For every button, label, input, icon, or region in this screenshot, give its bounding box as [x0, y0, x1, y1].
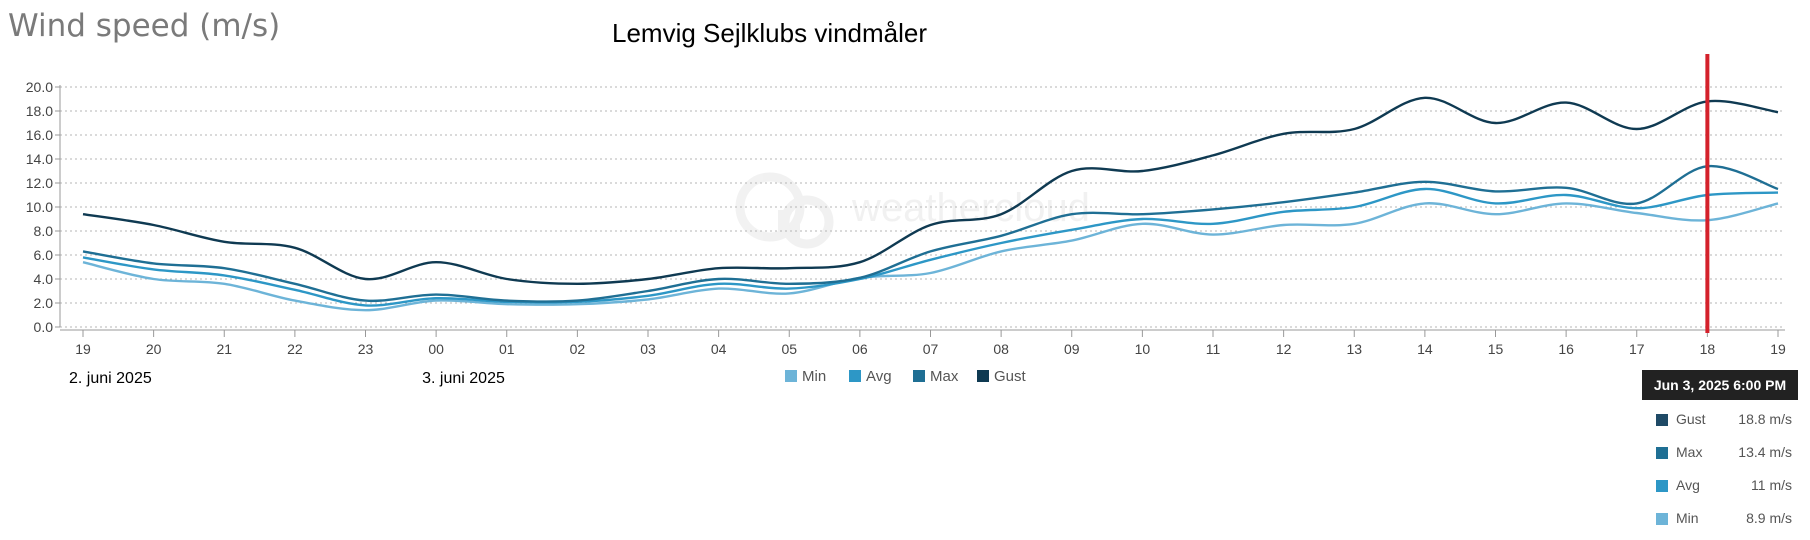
series-line-max	[82, 164, 1779, 303]
tooltip-swatch	[1656, 414, 1668, 426]
x-tick-label: 05	[781, 341, 797, 357]
tooltip-row-name: Gust	[1676, 411, 1706, 427]
tooltip-row-value: 11 m/s	[1751, 477, 1792, 493]
x-tick-label: 23	[358, 341, 374, 357]
legend: Min Avg Max Gust	[785, 368, 1027, 385]
x-tick-label: 22	[287, 341, 303, 357]
x-tick-label: 19	[1770, 341, 1786, 357]
legend-label-avg: Avg	[866, 368, 892, 385]
legend-label-gust: Gust	[994, 368, 1027, 385]
y-tick-label: 16.0	[26, 127, 53, 143]
tooltip: Jun 3, 2025 6:00 PM Gust 18.8 m/s Max 13.4 …	[1642, 370, 1810, 540]
y-tick-label: 6.0	[34, 247, 54, 263]
legend-swatch-gust	[977, 370, 989, 382]
tooltip-row-gust: Gust 18.8 m/s	[1642, 404, 1798, 436]
tooltip-row-name: Avg	[1676, 477, 1700, 493]
tooltip-row-max: Max 13.4 m/s	[1642, 437, 1798, 469]
x-tick-label: 17	[1629, 341, 1645, 357]
cloud-logo-icon	[735, 172, 834, 249]
weathercloud-watermark: weathercloud	[735, 172, 1090, 249]
tooltip-body: Gust 18.8 m/s Max 13.4 m/s Avg 11 m/s Min 8.9 m…	[1642, 404, 1798, 540]
y-tick-label: 18.0	[26, 103, 53, 119]
tooltip-swatch	[1656, 513, 1668, 525]
tooltip-header: Jun 3, 2025 6:00 PM	[1642, 370, 1798, 400]
series-line-avg	[82, 187, 1779, 307]
chart-subtitle: Lemvig Sejlklubs vindmåler	[612, 18, 928, 48]
x-tick-label: 09	[1064, 341, 1080, 357]
y-tick-label: 12.0	[26, 175, 53, 191]
x-tick-label: 00	[428, 341, 444, 357]
legend-swatch-avg	[849, 370, 861, 382]
x-tick-label: 15	[1488, 341, 1504, 357]
x-tick-label: 13	[1346, 341, 1362, 357]
date-label: 2. juni 2025	[69, 370, 152, 387]
tooltip-row-avg: Avg 11 m/s	[1642, 470, 1798, 502]
y-tick-label: 14.0	[26, 151, 53, 167]
tooltip-row-value: 18.8 m/s	[1738, 411, 1792, 427]
x-tick-label: 11	[1206, 341, 1221, 357]
tooltip-row-min: Min 8.9 m/s	[1642, 503, 1798, 535]
series-line-min	[82, 202, 1779, 312]
watermark-text: weathercloud	[851, 186, 1090, 230]
x-tick-label: 18	[1700, 341, 1716, 357]
legend-label-min: Min	[802, 368, 826, 385]
x-tick-label: 04	[711, 341, 727, 357]
tooltip-row-value: 13.4 m/s	[1738, 444, 1792, 460]
series-line-gust	[82, 96, 1779, 285]
y-tick-label: 20.0	[26, 79, 53, 95]
tooltip-swatch	[1656, 480, 1668, 492]
tooltip-row-value: 8.9 m/s	[1746, 510, 1792, 526]
x-tick-label: 12	[1276, 341, 1292, 357]
series-lines	[82, 96, 1779, 312]
x-tick-label: 03	[640, 341, 656, 357]
tooltip-row-name: Min	[1676, 510, 1699, 526]
legend-label-max: Max	[930, 368, 959, 385]
tooltip-row-name: Max	[1676, 444, 1703, 460]
x-tick-label: 01	[499, 341, 515, 357]
y-tick-label: 4.0	[34, 271, 54, 287]
x-tick-label: 19	[75, 341, 91, 357]
x-tick-label: 06	[852, 341, 868, 357]
y-tick-label: 8.0	[34, 223, 54, 239]
tooltip-swatch	[1656, 447, 1668, 459]
y-tick-label: 10.0	[26, 199, 53, 215]
x-tick-label: 20	[146, 341, 162, 357]
x-tick-label: 07	[923, 341, 939, 357]
legend-swatch-max	[913, 370, 925, 382]
legend-swatch-min	[785, 370, 797, 382]
y-axis: 0.0 2.0 4.0 6.0 8.0 10.0 12.0 14.0 16.0 18.0 20.0	[26, 79, 61, 335]
x-tick-label: 14	[1417, 341, 1433, 357]
x-tick-label: 21	[216, 341, 232, 357]
chart-title: Wind speed (m/s)	[8, 8, 281, 44]
x-tick-label: 16	[1558, 341, 1574, 357]
y-tick-label: 0.0	[34, 319, 54, 335]
date-label: 3. juni 2025	[422, 370, 505, 387]
x-tick-label: 08	[993, 341, 1009, 357]
y-tick-label: 2.0	[34, 295, 54, 311]
x-tick-label: 02	[570, 341, 586, 357]
x-axis: 19 20 21 22 23 00 01 02 03 04 05 06 07 08 09 10 11 12 13 14…	[60, 329, 1786, 357]
x-tick-label: 10	[1135, 341, 1151, 357]
